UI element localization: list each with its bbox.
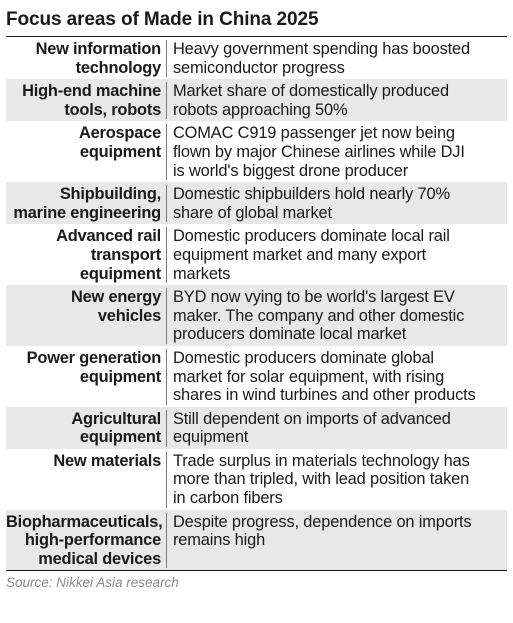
- focus-area-cell: New energy vehicles: [6, 288, 167, 344]
- description-line: markets: [173, 264, 231, 283]
- table-row: Power generation equipment Domestic prod…: [6, 346, 507, 407]
- focus-area-line: equipment: [79, 142, 161, 161]
- page-title: Focus areas of Made in China 2025: [6, 9, 319, 30]
- focus-area-cell: New information technology: [6, 40, 167, 78]
- description-line: Heavy government spending has boosted: [173, 40, 470, 58]
- description-cell: Trade surplus in materials technology ha…: [167, 452, 507, 508]
- focus-area-line: Power generation: [26, 348, 162, 367]
- focus-area-line: equipment: [79, 367, 161, 386]
- description-cell: Despite progress, dependence on imports …: [167, 513, 507, 569]
- focus-area-line: Advanced rail: [56, 227, 161, 246]
- focus-area-cell: Power generation equipment: [6, 348, 167, 405]
- description-line: BYD now vying to be world's largest EV: [173, 288, 455, 307]
- description-line: more than tripled, with lead position ta…: [173, 470, 470, 489]
- focus-area-cell: New materials: [6, 451, 167, 508]
- description-cell: BYD now vying to be world's largest EV m…: [167, 288, 507, 344]
- description-line: share of global market: [173, 203, 332, 222]
- focus-area-line: Agricultural: [71, 409, 161, 428]
- focus-area-line: equipment: [79, 264, 161, 283]
- source-note: Source: Nikkei Asia research: [6, 575, 179, 591]
- description-cell: Heavy government spending has boosted se…: [167, 40, 507, 77]
- table-row: Agricultural equipment Still dependent o…: [6, 406, 507, 449]
- description-line: Trade surplus in materials technology ha…: [173, 451, 470, 470]
- focus-area-cell: Advanced rail transport equipment: [6, 227, 167, 284]
- description-cell: Market share of domestically produced ro…: [167, 82, 507, 119]
- description-cell: Domestic producers dominate global marke…: [167, 349, 507, 405]
- table-row: Advanced rail transport equipment Domest…: [6, 224, 507, 285]
- focus-area-line: New materials: [53, 451, 161, 470]
- description-line: is world's biggest drone producer: [173, 161, 409, 180]
- table-row: High-end machine tools, robots Market sh…: [6, 79, 507, 122]
- focus-area-cell: Aerospace equipment: [6, 124, 167, 181]
- description-line: flown by major Chinese airlines while DJ…: [173, 142, 465, 161]
- table-row: New information technology Heavy governm…: [6, 37, 507, 79]
- description-line: COMAC C919 passenger jet now being: [173, 124, 455, 143]
- description-cell: Domestic shipbuilders hold nearly 70% sh…: [167, 185, 507, 222]
- description-line: equipment market and many export: [173, 245, 427, 264]
- focus-area-line: vehicles: [97, 306, 161, 325]
- description-cell: COMAC C919 passenger jet now being flown…: [167, 124, 507, 180]
- focus-area-line: transport: [90, 245, 161, 264]
- table-row: New materials Trade surplus in materials…: [6, 449, 507, 510]
- description-line: Still dependent on imports of advanced: [173, 409, 451, 428]
- description-line: equipment: [173, 428, 249, 447]
- description-line: maker. The company and other domestic: [173, 306, 465, 325]
- focus-area-line: equipment: [79, 428, 161, 447]
- table-row: Biopharmaceuticals, high-performance med…: [6, 509, 507, 571]
- description-line: remains high: [173, 531, 266, 550]
- focus-area-line: tools, robots: [64, 100, 161, 119]
- focus-area-line: high-performance: [24, 531, 161, 550]
- description-line: robots approaching 50%: [173, 100, 348, 119]
- focus-area-line: High-end machine: [22, 82, 161, 101]
- focus-area-line: medical devices: [38, 549, 161, 568]
- description-line: producers dominate local market: [173, 325, 407, 344]
- focus-area-cell: High-end machine tools, robots: [6, 82, 167, 120]
- description-line: semiconductor progress: [173, 58, 345, 77]
- focus-area-line: Biopharmaceuticals,: [6, 512, 163, 531]
- description-line: Market share of domestically produced: [173, 82, 449, 101]
- focus-area-cell: Biopharmaceuticals, high-performance med…: [6, 512, 167, 569]
- description-line: market for solar equipment, with rising: [173, 367, 445, 386]
- focus-area-cell: Agricultural equipment: [6, 409, 167, 447]
- focus-area-line: marine engineering: [13, 203, 161, 222]
- description-cell: Domestic producers dominate local rail e…: [167, 227, 507, 283]
- focus-area-line: technology: [75, 58, 162, 77]
- table-row: New energy vehicles BYD now vying to be …: [6, 285, 507, 346]
- description-line: in carbon fibers: [173, 489, 283, 508]
- focus-area-line: Shipbuilding,: [59, 185, 161, 204]
- focus-area-line: New energy: [70, 288, 161, 307]
- table-row: Aerospace equipment COMAC C919 passenger…: [6, 121, 507, 182]
- table-row: Shipbuilding, marine engineering Domesti…: [6, 182, 507, 225]
- description-line: Domestic shipbuilders hold nearly 70%: [173, 185, 450, 204]
- description-line: Domestic producers dominate local rail: [173, 227, 450, 246]
- focus-area-cell: Shipbuilding, marine engineering: [6, 185, 167, 223]
- description-line: Domestic producers dominate global: [173, 348, 434, 367]
- focus-areas-table: New information technology Heavy governm…: [6, 36, 507, 572]
- description-cell: Still dependent on imports of advanced e…: [167, 410, 507, 447]
- description-line: Despite progress, dependence on imports: [173, 512, 472, 531]
- description-line: shares in wind turbines and other produc…: [173, 386, 476, 405]
- focus-area-line: Aerospace: [78, 124, 161, 143]
- focus-area-line: New information: [35, 40, 162, 58]
